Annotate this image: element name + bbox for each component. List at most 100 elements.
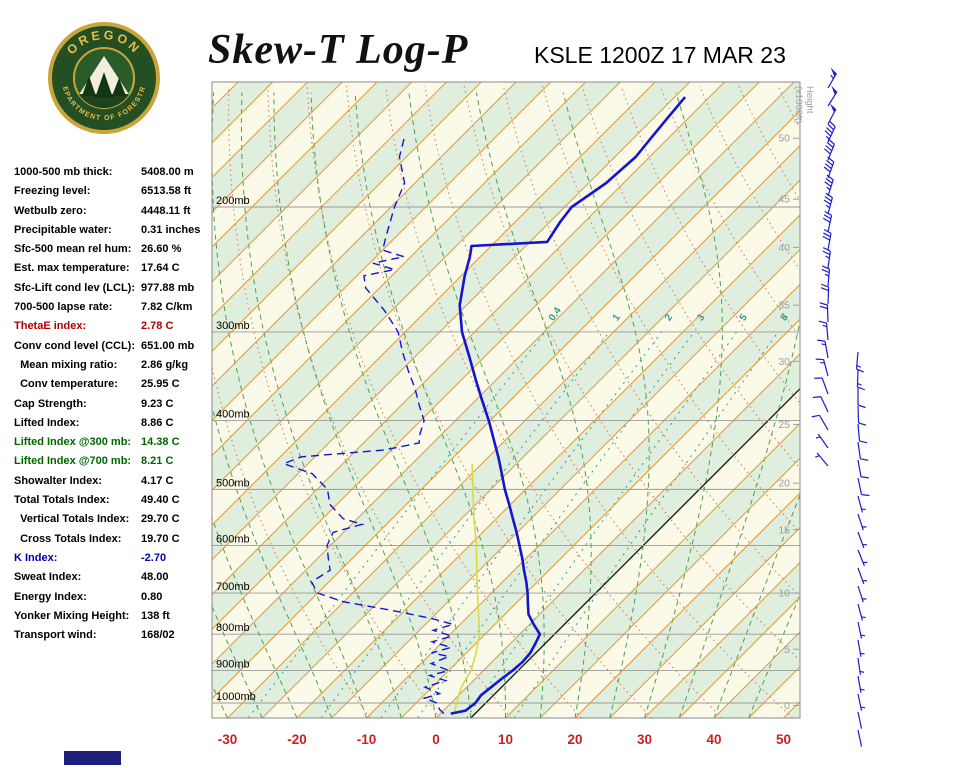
index-row: Sfc-500 mean rel hum: 26.60 % — [14, 243, 219, 262]
index-label: Conv temperature: — [14, 378, 118, 391]
index-value: 6513.58 ft — [141, 185, 192, 198]
index-row: ThetaE index: 2.78 C — [14, 320, 219, 339]
index-value: 8.21 C — [141, 455, 174, 468]
index-value: 49.40 C — [141, 494, 180, 507]
height-label: 40 — [778, 242, 790, 254]
index-label: Freezing level: — [14, 185, 91, 198]
x-axis-label: 30 — [637, 732, 652, 747]
pressure-label: 400mb — [216, 409, 250, 421]
index-label: Sfc-Lift cond lev (LCL): — [14, 281, 135, 294]
height-label: 10 — [778, 588, 790, 600]
index-value: 19.70 C — [141, 532, 180, 545]
index-value: 14.38 C — [141, 436, 180, 449]
index-row: 1000-500 mb thick: 5408.00 m — [14, 166, 219, 185]
pressure-gridlines — [212, 206, 800, 704]
height-label: 0 — [784, 700, 790, 712]
index-row: Freezing level: 6513.58 ft — [14, 185, 219, 204]
height-label: 5 — [784, 644, 790, 656]
moist-adiabats — [212, 92, 800, 718]
index-value: 29.70 C — [141, 513, 180, 526]
wind-barbs-upper — [811, 67, 838, 467]
station-label: KSLE 1200Z 17 MAR 23 — [534, 42, 786, 68]
index-value: 26.60 % — [141, 243, 182, 256]
index-row: 700-500 lapse rate: 7.82 C/km — [14, 301, 219, 320]
index-value: 2.86 g/kg — [141, 358, 189, 371]
index-label: Cross Totals Index: — [14, 532, 122, 545]
index-value: 7.82 C/km — [141, 301, 193, 314]
index-label: Lifted Index @700 mb: — [14, 455, 132, 468]
indices-panel: 1000-500 mb thick: 5408.00 m Freezing leve… — [14, 166, 219, 648]
x-axis-label: -30 — [218, 732, 238, 747]
index-label: K Index: — [14, 551, 58, 564]
index-label: Lifted Index: — [14, 416, 80, 429]
index-row: Total Totals Index: 49.40 C — [14, 494, 219, 513]
index-row: Sfc-Lift cond lev (LCL): 977.88 mb — [14, 282, 219, 301]
index-value: 17.64 C — [141, 262, 180, 275]
index-value: 4.17 C — [141, 474, 174, 487]
index-label: Yonker Mixing Height: — [14, 609, 130, 622]
height-label: 50 — [778, 133, 790, 145]
index-label: 700-500 lapse rate: — [14, 301, 113, 314]
index-row: Yonker Mixing Height: 138 ft — [14, 610, 219, 629]
index-row: Cross Totals Index: 19.70 C — [14, 533, 219, 552]
index-row: Cap Strength: 9.23 C — [14, 398, 219, 417]
plot-area: 0.4 1 2 3 5 8 — [212, 82, 800, 718]
height-axis-title: Height — [804, 86, 815, 114]
index-label: Precipitable water: — [14, 223, 112, 236]
x-axis-label: -20 — [287, 732, 307, 747]
x-axis-label: 50 — [776, 732, 791, 747]
mixing-ratio-label: 5 — [738, 312, 750, 323]
height-label: 35 — [778, 300, 790, 312]
x-axis-label: 10 — [498, 732, 513, 747]
mixing-ratio-label: 8 — [779, 312, 791, 323]
index-label: Showalter Index: — [14, 474, 103, 487]
index-label: Sfc-500 mean rel hum: — [14, 243, 132, 256]
pressure-label: 1000mb — [216, 691, 256, 703]
mixing-ratio-label: 1 — [611, 312, 623, 323]
index-value: 651.00 mb — [141, 339, 195, 352]
index-label: Energy Index: — [14, 590, 87, 603]
tree-icon — [82, 76, 96, 96]
index-value: 168/02 — [141, 629, 175, 642]
index-value: 2.78 C — [141, 320, 174, 333]
index-label: Cap Strength: — [14, 397, 87, 410]
x-axis-label: 40 — [706, 732, 721, 747]
pressure-label: 500mb — [216, 477, 250, 489]
index-label: Conv cond level (CCL): — [14, 339, 136, 352]
index-value: 48.00 — [141, 571, 169, 584]
wetbulb-line — [453, 463, 481, 714]
index-row: Vertical Totals Index: 29.70 C — [14, 513, 219, 532]
index-value: 977.88 mb — [141, 281, 195, 294]
index-value: -2.70 — [141, 551, 167, 564]
pressure-label: 200mb — [216, 195, 250, 207]
page-title: Skew-T Log-P — [208, 27, 469, 73]
index-value: 138 ft — [141, 609, 170, 622]
height-axis-subtitle: (x1000ft) — [793, 86, 804, 124]
height-label: 25 — [778, 419, 790, 431]
index-value: 4448.11 ft — [141, 204, 191, 217]
index-row: Est. max temperature: 17.64 C — [14, 262, 219, 281]
height-label: 30 — [778, 356, 790, 368]
index-row: Lifted Index @700 mb: 8.21 C — [14, 455, 219, 474]
index-value: 9.23 C — [141, 397, 174, 410]
odf-logo: OREGON DEPARTMENT OF FORESTRY — [48, 16, 160, 134]
index-value: 25.95 C — [141, 378, 180, 391]
index-row: Mean mixing ratio: 2.86 g/kg — [14, 359, 219, 378]
mixing-ratio-lines: 0.4 1 2 3 5 8 — [247, 305, 791, 718]
pressure-label: 600mb — [216, 534, 250, 546]
height-label: 20 — [778, 478, 790, 490]
index-label: 1000-500 mb thick: — [14, 166, 113, 178]
index-row: Conv temperature: 25.95 C — [14, 378, 219, 397]
pressure-labels: 200mb 300mb 400mb 500mb 600mb 700mb 800mb 900mb… — [216, 195, 256, 703]
x-axis-label: 20 — [567, 732, 582, 747]
index-row: Conv cond level (CCL): 651.00 mb — [14, 340, 219, 359]
mixing-ratio-label: 2 — [663, 312, 675, 323]
index-value: 0.31 inches — [141, 223, 201, 236]
index-row: Sweat Index: 48.00 — [14, 571, 219, 590]
index-label: Vertical Totals Index: — [14, 513, 130, 526]
index-row: Transport wind: 168/02 — [14, 629, 219, 648]
tree-icon — [112, 78, 126, 96]
